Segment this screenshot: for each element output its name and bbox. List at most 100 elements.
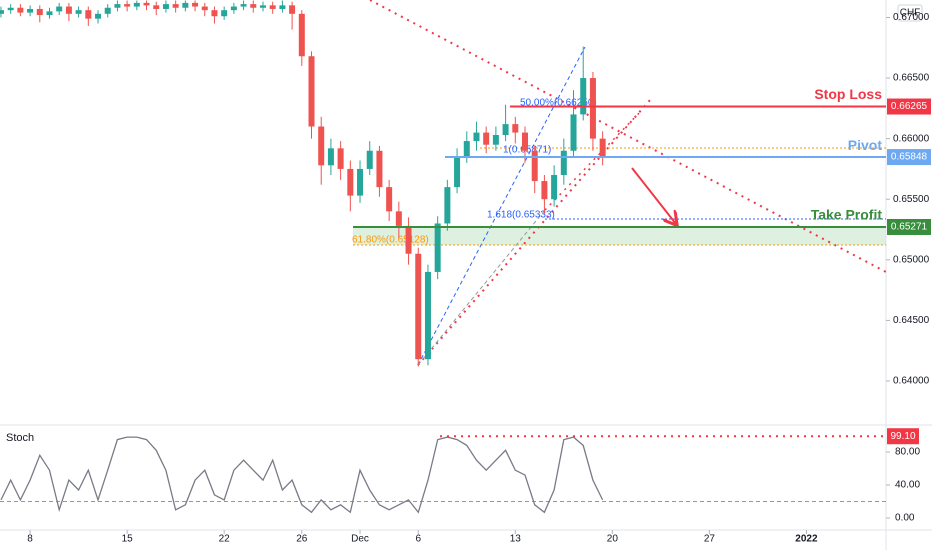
candle-body <box>124 4 131 7</box>
candle-body <box>570 114 577 151</box>
candle-body <box>201 6 208 11</box>
fib-label: 50.00%(0.66250) <box>520 98 597 109</box>
candle-body <box>318 126 325 166</box>
x-tick-label: 26 <box>296 534 308 545</box>
candle-body <box>599 138 606 159</box>
fib-label: 1.618(0.65333) <box>487 210 555 221</box>
candle-body <box>27 8 34 13</box>
candle-body <box>502 124 509 136</box>
x-tick-label: 22 <box>219 534 231 545</box>
candle-body <box>560 150 567 175</box>
price-tag-label: 99.10 <box>890 431 915 442</box>
candle-body <box>172 4 179 8</box>
candle-body <box>75 10 82 14</box>
candle-body <box>182 2 189 8</box>
candle-body <box>541 181 548 200</box>
candle-body <box>289 5 296 14</box>
candle-body <box>337 148 344 169</box>
candle-body <box>46 11 53 16</box>
indicator-title: Stoch <box>6 432 34 444</box>
price-tag-label: 0.65848 <box>891 152 928 163</box>
price-tag-label: 0.65271 <box>891 222 928 233</box>
y-tick-label: 80.00 <box>895 447 920 458</box>
level-name: Stop Loss <box>814 86 882 102</box>
x-tick-label: 6 <box>415 534 421 545</box>
x-tick-label: 8 <box>27 534 33 545</box>
candle-body <box>162 4 169 9</box>
candle-body <box>0 10 4 14</box>
y-tick-label: 40.00 <box>895 480 920 491</box>
candle-body <box>424 271 431 360</box>
candle-body <box>483 132 490 145</box>
candle-body <box>492 135 499 145</box>
candle-body <box>386 187 393 212</box>
x-tick-label: Dec <box>351 534 369 545</box>
y-tick-label: 0.66500 <box>893 73 930 84</box>
y-tick-label: 0.65500 <box>893 194 930 205</box>
candle-body <box>250 4 257 8</box>
fib-trend <box>417 46 586 366</box>
candle-body <box>531 150 538 182</box>
candle-body <box>473 132 480 142</box>
candle-body <box>259 5 266 8</box>
price-tag <box>887 218 931 235</box>
candle-body <box>56 6 63 12</box>
candle-body <box>95 13 102 19</box>
candle-body <box>444 187 451 224</box>
candle-body <box>522 132 529 151</box>
candle-body <box>153 5 160 9</box>
candle-body <box>85 10 92 19</box>
currency-box <box>897 4 923 22</box>
x-tick-label: 15 <box>122 534 134 545</box>
price-tag-label: 0.66265 <box>891 101 928 112</box>
candle-body <box>114 4 121 8</box>
candle-body <box>133 2 140 7</box>
candle-body <box>376 150 383 188</box>
y-tick-label: 0.00 <box>895 513 915 524</box>
candle-body <box>357 168 364 196</box>
y-tick-label: 0.64000 <box>893 376 930 387</box>
candle-body <box>551 174 558 200</box>
candle-body <box>512 124 519 133</box>
x-tick-label: 2022 <box>795 534 818 545</box>
candle-body <box>347 168 354 196</box>
candle-body <box>104 7 111 14</box>
direction-arrow <box>631 167 676 224</box>
price-tag <box>887 98 931 115</box>
stoch-line <box>0 436 604 514</box>
candle-body <box>192 2 199 7</box>
candle-body <box>279 5 286 9</box>
candle-body <box>463 141 470 157</box>
candle-body <box>240 4 247 7</box>
candle-body <box>366 150 373 169</box>
candle-body <box>7 7 14 11</box>
drawings <box>353 0 886 366</box>
candle-body <box>143 2 150 6</box>
candle-body <box>405 225 412 254</box>
candle-body <box>327 148 334 166</box>
candle-body <box>65 6 72 14</box>
fib-label: 61.80%(0.65128) <box>352 235 429 246</box>
candle-body <box>434 223 441 272</box>
x-tick-label: 20 <box>607 534 619 545</box>
candle-body <box>36 8 43 16</box>
fib-trend <box>417 209 546 366</box>
candle-body <box>580 78 587 115</box>
candle-body <box>211 10 218 17</box>
candle-body <box>230 6 237 11</box>
candle-body <box>589 78 596 139</box>
target-zone <box>353 227 886 245</box>
y-tick-label: 0.64500 <box>893 315 930 326</box>
y-tick-label: 0.66000 <box>893 133 930 144</box>
price-tag <box>887 149 931 166</box>
currency: CHF <box>900 8 921 19</box>
y-tick-label: 0.65000 <box>893 254 930 265</box>
x-tick-label: 13 <box>510 534 522 545</box>
candle-body <box>221 10 228 17</box>
candle-body <box>395 211 402 226</box>
candles <box>0 0 606 367</box>
x-tick-label: 27 <box>704 534 716 545</box>
candle-body <box>454 156 461 188</box>
level-name: Take Profit <box>811 207 883 223</box>
